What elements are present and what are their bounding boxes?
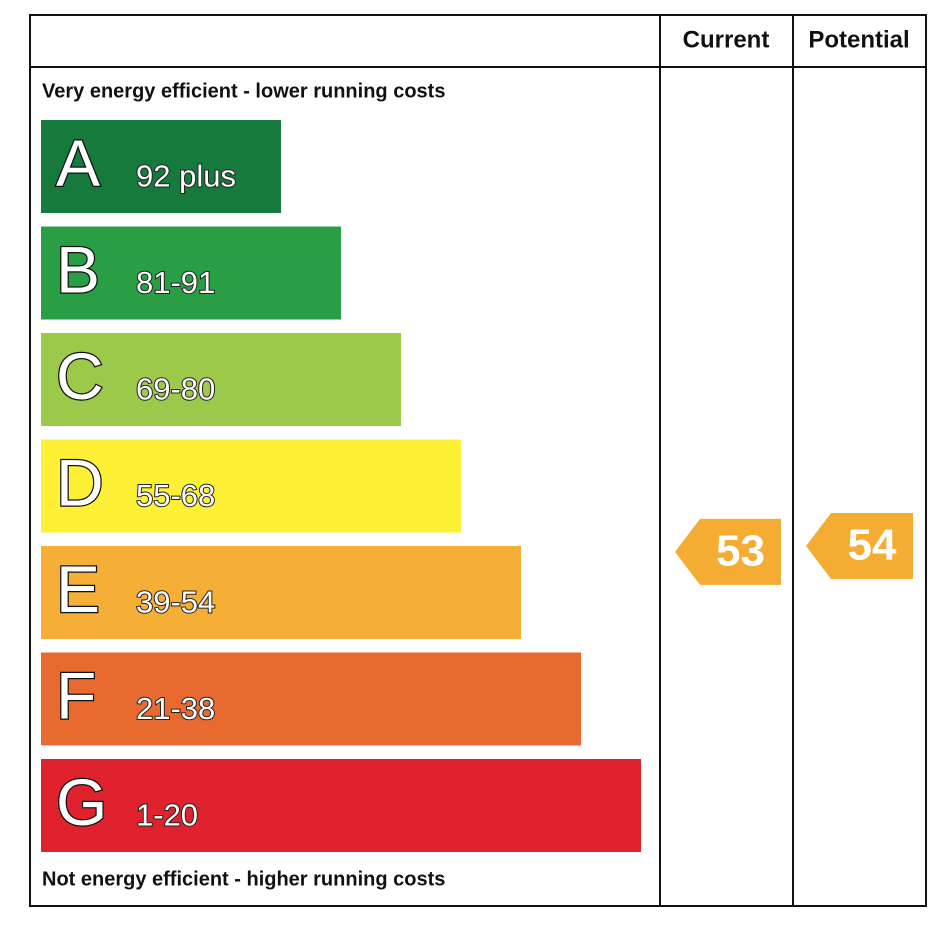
band-bar xyxy=(41,333,401,426)
band-range: 55-68 xyxy=(136,478,215,513)
band-bar xyxy=(41,759,641,852)
band-letter: A xyxy=(56,126,100,200)
band-bar xyxy=(41,439,461,533)
bottom-note: Not energy efficient - higher running co… xyxy=(42,868,445,890)
band-letter: F xyxy=(56,658,96,732)
band-bar xyxy=(41,226,341,320)
potential-header: Potential xyxy=(808,26,909,53)
band-letter: G xyxy=(56,765,107,839)
band-bar xyxy=(41,652,581,746)
band-letter: D xyxy=(56,445,104,519)
current-header: Current xyxy=(683,26,770,53)
band-range: 92 plus xyxy=(136,159,236,194)
frame xyxy=(29,14,927,907)
band-range: 69-80 xyxy=(136,372,215,407)
band-letter: B xyxy=(56,232,100,306)
band-range: 21-38 xyxy=(136,691,215,726)
band-bar xyxy=(41,546,521,639)
band-bar xyxy=(41,120,281,213)
top-note: Very energy efficient - lower running co… xyxy=(42,80,445,102)
band-letter: C xyxy=(56,339,104,413)
band-range: 81-91 xyxy=(136,265,215,300)
band-letter: E xyxy=(56,552,100,626)
band-range: 39-54 xyxy=(136,585,215,620)
band-range: 1-20 xyxy=(136,798,198,833)
rating-arrow xyxy=(806,513,913,579)
rating-value: 53 xyxy=(716,526,765,575)
rating-arrow xyxy=(675,518,781,585)
rating-value: 54 xyxy=(848,521,897,570)
